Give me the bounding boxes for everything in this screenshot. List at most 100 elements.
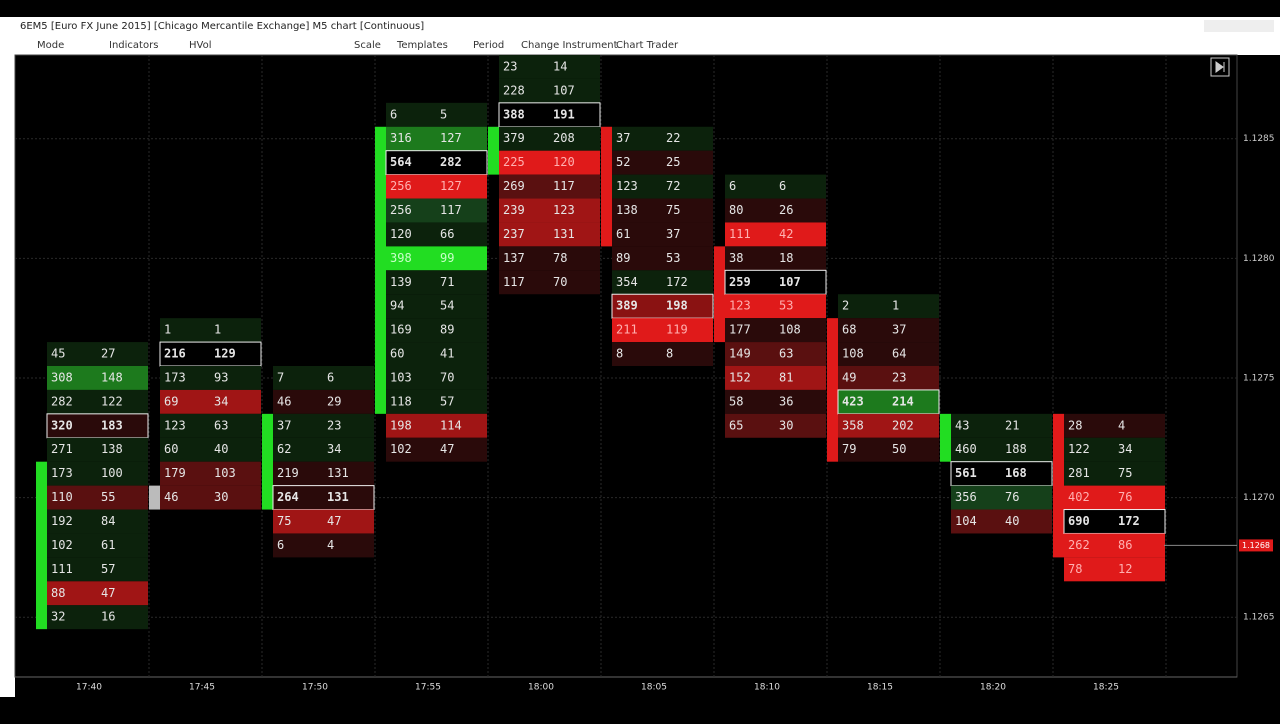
bid-volume: 216 [164,347,186,361]
toolbar-button[interactable]: HVol [189,40,211,51]
ask-volume: 63 [779,347,793,361]
bid-volume: 28 [1068,418,1082,432]
candle-body [488,126,499,175]
ask-volume: 22 [666,131,680,145]
volume-cell [47,389,148,414]
scroll-end-button[interactable] [1210,57,1230,77]
toolbar-button[interactable]: Change Instrument [521,40,618,51]
ask-volume: 25 [666,155,680,169]
ask-volume: 23 [892,370,906,384]
ask-volume: 129 [214,347,236,361]
bid-volume: 358 [842,418,864,432]
volume-cell [273,413,374,438]
window-title: 6EM5 [Euro FX June 2015] [Chicago Mercan… [20,21,424,32]
ask-volume: 70 [553,275,567,289]
ask-volume: 93 [214,370,228,384]
ask-volume: 131 [327,466,349,480]
bid-volume: 211 [616,323,638,337]
bid-volume: 228 [503,83,525,97]
ask-volume: 81 [779,370,793,384]
toolbar-button[interactable]: Scale [354,40,381,51]
bid-volume: 152 [729,370,751,384]
bid-volume: 65 [729,418,743,432]
ask-volume: 208 [553,131,575,145]
volume-cell [386,246,487,271]
toolbar-items: Mode Indicators HVol Scale Templates Period Ch… [37,40,679,51]
bid-volume: 88 [51,586,65,600]
bid-volume: 256 [390,179,412,193]
bid-volume: 37 [277,418,291,432]
ask-volume: 108 [779,323,801,337]
ask-volume: 6 [779,179,786,193]
window-controls[interactable] [1204,20,1274,32]
ask-volume: 34 [214,394,228,408]
volume-cell [386,174,487,199]
volume-cell [386,366,487,390]
ask-volume: 42 [779,227,793,241]
volume-cell [499,150,600,175]
volume-cell [838,413,939,438]
toolbar-button[interactable]: Mode [37,40,64,51]
ask-volume: 53 [666,251,680,265]
time-tick-label: 17:40 [76,683,102,693]
toolbar-button[interactable]: Templates [396,40,448,51]
bid-volume: 2 [842,299,849,313]
volume-cell [386,270,487,295]
bid-volume: 173 [164,370,186,384]
ask-volume: 57 [101,562,115,576]
bid-volume: 564 [390,155,412,169]
ask-volume: 72 [666,179,680,193]
title-bar [0,17,1280,35]
ask-volume: 23 [327,418,341,432]
price-tick-label: 1.1270 [1243,493,1275,503]
volume-cell [612,174,713,199]
volume-cell [951,509,1052,534]
last-price-tag [1239,539,1273,552]
volume-cell [612,126,713,151]
ask-volume: 36 [779,394,793,408]
volume-cell [725,413,826,438]
bid-volume: 60 [164,442,178,456]
volume-cell [386,198,487,223]
bid-volume: 110 [51,490,73,504]
boxed-cell [724,269,827,295]
bid-volume: 6 [390,107,397,121]
toolbar-button[interactable]: Indicators [109,40,158,51]
volume-cell [160,389,261,414]
ask-volume: 41 [440,347,454,361]
ask-volume: 76 [1005,490,1019,504]
bid-volume: 58 [729,394,743,408]
ask-volume: 6 [327,370,334,384]
bid-volume: 43 [955,418,969,432]
bid-volume: 80 [729,203,743,217]
volume-cell [612,318,713,343]
volume-cell [273,461,374,486]
ask-volume: 131 [327,490,349,504]
bid-volume: 94 [390,299,404,313]
bid-volume: 379 [503,131,525,145]
volume-cell [160,437,261,462]
volume-cell [725,174,826,199]
volume-cell [386,342,487,366]
volume-cell [725,198,826,223]
bid-volume: 6 [729,179,736,193]
candle-body [601,126,612,247]
bid-volume: 89 [616,251,630,265]
ask-volume: 40 [1005,514,1019,528]
price-tick-label: 1.1265 [1243,613,1275,623]
side-panel [0,55,15,700]
bid-volume: 123 [729,299,751,313]
bid-volume: 122 [1068,442,1090,456]
price-tick-label: 1.1285 [1243,134,1275,144]
time-tick-label: 18:10 [754,683,780,693]
volume-cell [1064,413,1165,438]
toolbar-button[interactable]: Period [473,40,504,51]
ask-volume: 188 [1005,442,1027,456]
ask-volume: 172 [1118,514,1140,528]
toolbar-button[interactable]: Chart Trader [616,40,679,51]
volume-cell [273,509,374,534]
ask-volume: 86 [1118,538,1132,552]
bid-volume: 320 [51,418,73,432]
ask-volume: 138 [101,442,123,456]
